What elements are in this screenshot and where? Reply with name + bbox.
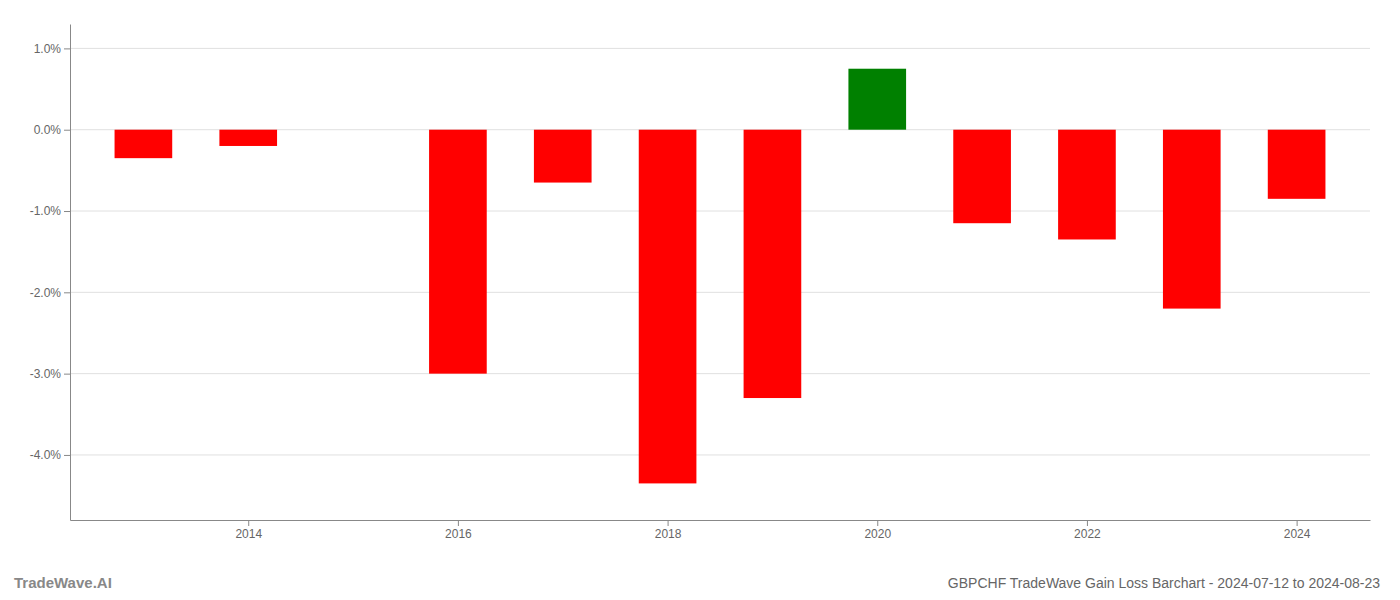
y-tick: 0.0%	[34, 123, 70, 137]
y-tick-label: 1.0%	[34, 42, 62, 56]
x-tick-mark	[458, 520, 459, 526]
grid-line	[70, 48, 1370, 49]
x-tick-mark	[668, 520, 669, 526]
y-tick: 1.0%	[34, 42, 70, 56]
x-tick-label: 2018	[655, 527, 682, 541]
x-tick: 2018	[655, 520, 682, 541]
x-tick-label: 2016	[445, 527, 472, 541]
watermark: TradeWave.AI	[14, 574, 112, 591]
grid-line	[70, 373, 1370, 374]
x-tick: 2016	[445, 520, 472, 541]
y-tick: -1.0%	[30, 204, 70, 218]
bar	[534, 130, 592, 183]
bar	[848, 69, 906, 130]
x-tick: 2024	[1284, 520, 1311, 541]
y-tick: -4.0%	[30, 448, 70, 462]
y-tick-mark	[64, 211, 70, 212]
bar	[744, 130, 802, 398]
grid	[70, 48, 1370, 455]
x-tick-mark	[1087, 520, 1088, 526]
bar	[324, 129, 382, 130]
bar	[639, 130, 697, 484]
y-axis-line	[70, 25, 71, 521]
bars	[115, 69, 1326, 484]
x-tick-label: 2014	[235, 527, 262, 541]
x-axis: 2014 2016 2018 2020 2022 2024	[71, 520, 1371, 541]
y-tick-label: -3.0%	[30, 367, 62, 381]
y-tick: -3.0%	[30, 367, 70, 381]
x-axis-line	[71, 520, 1371, 521]
y-tick-mark	[64, 130, 70, 131]
y-tick-label: -1.0%	[30, 204, 62, 218]
bar	[429, 130, 487, 374]
bar	[1268, 130, 1326, 199]
bar	[219, 130, 277, 146]
x-tick-label: 2020	[864, 527, 891, 541]
y-tick-mark	[64, 292, 70, 293]
bar	[1163, 130, 1221, 309]
y-tick: -2.0%	[30, 286, 70, 300]
bar	[1058, 130, 1116, 240]
y-tick-label: -4.0%	[30, 448, 62, 462]
x-tick: 2014	[235, 520, 262, 541]
y-axis: -4.0% -3.0% -2.0% -1.0% 0.0% 1.0%	[30, 25, 71, 521]
y-tick-mark	[64, 48, 70, 49]
y-tick-mark	[64, 455, 70, 456]
bar	[115, 130, 173, 158]
title: GBPCHF TradeWave Gain Loss Barchart - 20…	[948, 575, 1380, 591]
x-tick: 2022	[1074, 520, 1101, 541]
x-tick-label: 2022	[1074, 527, 1101, 541]
x-tick-mark	[1297, 520, 1298, 526]
bar	[953, 130, 1011, 224]
y-tick-mark	[64, 374, 70, 375]
x-tick: 2020	[864, 520, 891, 541]
x-tick-mark	[877, 520, 878, 526]
chart: -4.0% -3.0% -2.0% -1.0% 0.0% 1.0% 2014 2016 2018…	[0, 0, 1400, 600]
x-tick-label: 2024	[1284, 527, 1311, 541]
grid-line	[70, 454, 1370, 455]
y-tick-label: -2.0%	[30, 286, 62, 300]
x-tick-mark	[248, 520, 249, 526]
y-tick-label: 0.0%	[34, 123, 62, 137]
plot-area: -4.0% -3.0% -2.0% -1.0% 0.0% 1.0% 2014 2016 2018…	[30, 25, 1371, 541]
